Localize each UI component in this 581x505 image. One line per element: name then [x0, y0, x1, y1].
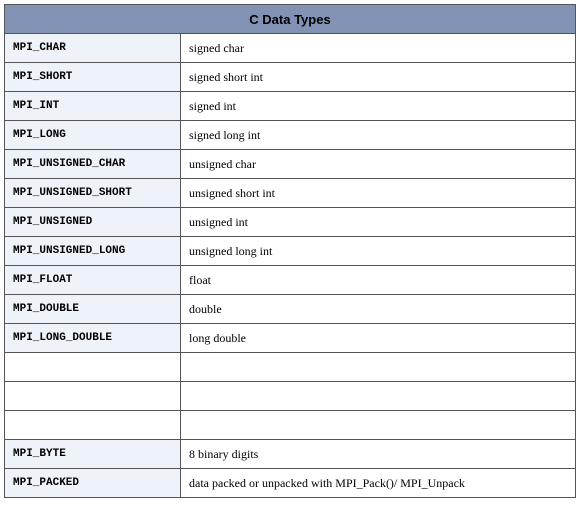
- c-type-cell: signed int: [181, 92, 576, 121]
- table-row: MPI_SHORTsigned short int: [5, 63, 576, 92]
- table-row: MPI_UNSIGNED_LONGunsigned long int: [5, 237, 576, 266]
- mpi-type-cell: MPI_UNSIGNED_CHAR: [5, 150, 181, 179]
- mpi-type-cell: MPI_LONG_DOUBLE: [5, 324, 181, 353]
- mpi-type-cell: MPI_FLOAT: [5, 266, 181, 295]
- mpi-type-cell: MPI_INT: [5, 92, 181, 121]
- c-type-cell: [181, 411, 576, 440]
- table-row: MPI_LONGsigned long int: [5, 121, 576, 150]
- c-type-cell: double: [181, 295, 576, 324]
- mpi-type-cell: MPI_BYTE: [5, 440, 181, 469]
- c-type-cell: [181, 353, 576, 382]
- mpi-type-cell: MPI_UNSIGNED: [5, 208, 181, 237]
- table-title: C Data Types: [5, 5, 576, 34]
- c-type-cell: unsigned char: [181, 150, 576, 179]
- c-type-cell: signed short int: [181, 63, 576, 92]
- table-row: MPI_CHARsigned char: [5, 34, 576, 63]
- c-type-cell: [181, 382, 576, 411]
- mpi-type-cell: [5, 353, 181, 382]
- mpi-type-cell: MPI_SHORT: [5, 63, 181, 92]
- table-row: MPI_PACKEDdata packed or unpacked with M…: [5, 469, 576, 498]
- table-row: [5, 353, 576, 382]
- mpi-type-cell: MPI_LONG: [5, 121, 181, 150]
- table-row: MPI_UNSIGNED_SHORTunsigned short int: [5, 179, 576, 208]
- mpi-type-cell: MPI_CHAR: [5, 34, 181, 63]
- table-row: MPI_INTsigned int: [5, 92, 576, 121]
- table-row: MPI_UNSIGNED_CHARunsigned char: [5, 150, 576, 179]
- mpi-type-cell: [5, 411, 181, 440]
- c-type-cell: unsigned int: [181, 208, 576, 237]
- table-row: [5, 411, 576, 440]
- table-body: MPI_CHARsigned char MPI_SHORTsigned shor…: [5, 34, 576, 498]
- table-row: MPI_UNSIGNEDunsigned int: [5, 208, 576, 237]
- c-type-cell: data packed or unpacked with MPI_Pack()/…: [181, 469, 576, 498]
- c-type-cell: unsigned short int: [181, 179, 576, 208]
- mpi-type-cell: MPI_PACKED: [5, 469, 181, 498]
- mpi-type-cell: MPI_UNSIGNED_LONG: [5, 237, 181, 266]
- c-type-cell: signed char: [181, 34, 576, 63]
- table-row: [5, 382, 576, 411]
- table-row: MPI_DOUBLEdouble: [5, 295, 576, 324]
- table-row: MPI_BYTE8 binary digits: [5, 440, 576, 469]
- c-type-cell: unsigned long int: [181, 237, 576, 266]
- table-row: MPI_FLOATfloat: [5, 266, 576, 295]
- mpi-type-cell: MPI_UNSIGNED_SHORT: [5, 179, 181, 208]
- c-type-cell: signed long int: [181, 121, 576, 150]
- c-type-cell: 8 binary digits: [181, 440, 576, 469]
- c-data-types-table: C Data Types MPI_CHARsigned char MPI_SHO…: [4, 4, 576, 498]
- table-row: MPI_LONG_DOUBLElong double: [5, 324, 576, 353]
- mpi-type-cell: MPI_DOUBLE: [5, 295, 181, 324]
- c-type-cell: long double: [181, 324, 576, 353]
- mpi-type-cell: [5, 382, 181, 411]
- c-type-cell: float: [181, 266, 576, 295]
